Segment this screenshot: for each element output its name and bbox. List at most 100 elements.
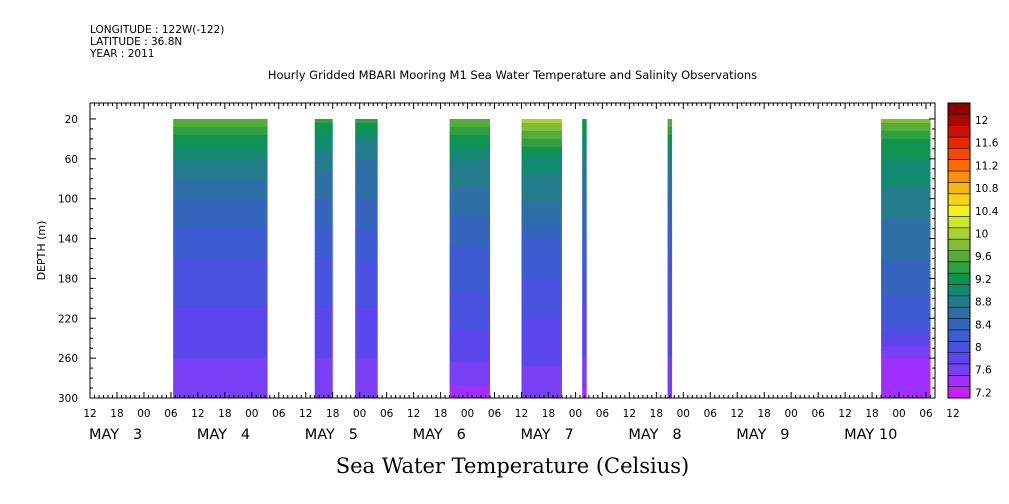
- data-cell: [582, 258, 587, 263]
- data-cell: [355, 326, 378, 331]
- data-cell: [314, 166, 333, 172]
- data-cell: [667, 154, 673, 160]
- data-cell: [449, 214, 491, 220]
- data-cell: [521, 346, 562, 351]
- data-cell: [881, 158, 931, 164]
- data-cell: [449, 242, 491, 248]
- data-cell: [582, 366, 587, 371]
- data-cell: [667, 142, 673, 148]
- data-cell: [521, 310, 562, 315]
- data-cell: [314, 230, 333, 236]
- data-cell: [881, 374, 931, 379]
- data-cell: [521, 262, 562, 267]
- data-cell: [355, 366, 378, 371]
- data-cell: [881, 206, 931, 212]
- data-cell: [667, 262, 673, 267]
- data-cell: [449, 334, 491, 339]
- data-cell: [667, 246, 673, 251]
- data-cell: [521, 194, 562, 200]
- data-cell: [449, 210, 491, 216]
- data-cell: [173, 206, 268, 212]
- data-cell: [582, 274, 587, 279]
- data-cell: [582, 126, 587, 132]
- data-cell: [667, 238, 673, 244]
- data-cell: [582, 382, 587, 387]
- data-cell: [881, 278, 931, 283]
- data-cell: [582, 218, 587, 224]
- data-cell: [355, 362, 378, 367]
- data-block: [582, 118, 587, 399]
- data-cell: [881, 394, 931, 399]
- data-cell: [521, 354, 562, 359]
- data-cell: [173, 378, 268, 383]
- data-cell: [314, 226, 333, 232]
- colorbar-label: 8.4: [975, 319, 992, 331]
- data-cell: [667, 310, 673, 315]
- data-cell: [314, 310, 333, 315]
- colorbar-label: 9.6: [975, 251, 992, 263]
- data-cell: [449, 258, 491, 263]
- colorbar-swatch: [948, 261, 970, 274]
- data-cell: [521, 274, 562, 279]
- x-hour-label: 12: [946, 408, 959, 420]
- data-cell: [521, 278, 562, 283]
- x-hour-label: 12: [83, 408, 96, 420]
- data-cell: [449, 134, 491, 140]
- data-cell: [173, 250, 268, 255]
- data-block: [449, 118, 491, 399]
- data-cell: [173, 154, 268, 160]
- data-cell: [314, 126, 333, 132]
- data-cell: [355, 190, 378, 196]
- data-cell: [355, 330, 378, 335]
- data-cell: [449, 342, 491, 347]
- data-cell: [355, 322, 378, 327]
- data-cell: [667, 362, 673, 367]
- y-axis-label: DEPTH (m): [35, 221, 48, 281]
- data-cell: [173, 190, 268, 196]
- data-cell: [521, 174, 562, 180]
- data-block: [881, 118, 931, 399]
- data-cell: [355, 294, 378, 299]
- data-cell: [449, 298, 491, 303]
- data-cell: [173, 314, 268, 319]
- data-cell: [582, 310, 587, 315]
- data-cell: [355, 318, 378, 323]
- data-cell: [667, 350, 673, 355]
- colorbar: 7.2 7.6 8 8.4 8.8 9.2 9.6 10 10.4 10.8 11.2 11.6 12: [947, 102, 999, 399]
- data-cell: [582, 282, 587, 287]
- x-hour-label: 18: [218, 408, 231, 420]
- data-cell: [881, 318, 931, 323]
- x-hour-label: 00: [784, 408, 797, 420]
- data-cell: [314, 306, 333, 311]
- data-cell: [582, 122, 587, 128]
- data-cell: [355, 126, 378, 132]
- data-cell: [355, 150, 378, 156]
- data-cell: [449, 118, 491, 124]
- data-cell: [667, 218, 673, 224]
- data-cell: [355, 314, 378, 319]
- data-cell: [314, 130, 333, 136]
- data-cell: [667, 150, 673, 156]
- data-cell: [582, 262, 587, 267]
- data-cell: [449, 294, 491, 299]
- data-cell: [355, 278, 378, 283]
- data-cell: [667, 286, 673, 291]
- data-cell: [667, 162, 673, 168]
- x-hour-label: 00: [892, 408, 905, 420]
- data-cell: [173, 330, 268, 335]
- data-cell: [173, 118, 268, 124]
- data-cell: [667, 322, 673, 327]
- data-cell: [173, 262, 268, 267]
- data-cell: [449, 218, 491, 224]
- data-cell: [314, 282, 333, 287]
- data-cell: [521, 370, 562, 375]
- y-tick-label: 60: [65, 154, 78, 166]
- data-cell: [521, 118, 562, 124]
- data-cell: [881, 346, 931, 351]
- colorbar-label: 7.2: [975, 387, 992, 399]
- data-cell: [582, 334, 587, 339]
- colorbar-swatch: [948, 137, 970, 149]
- data-cell: [582, 134, 587, 140]
- data-cell: [449, 318, 491, 323]
- data-cell: [449, 286, 491, 291]
